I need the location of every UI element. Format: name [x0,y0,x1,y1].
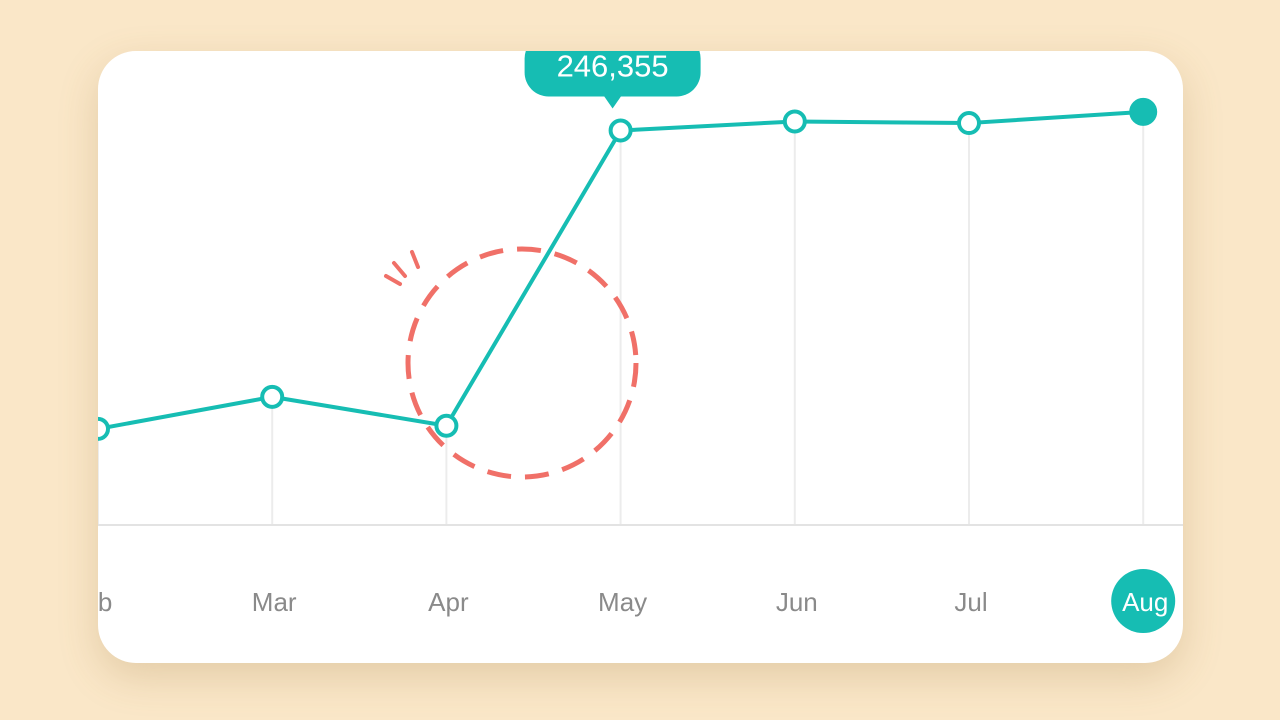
chart-card: Feb Mar Apr May Jun Jul Aug 246,355 [98,51,1183,663]
data-point-mar[interactable] [260,384,285,409]
data-point-aug[interactable] [1129,97,1158,126]
gridlines [98,111,1145,525]
dashed-highlight-circle [405,246,639,480]
data-point-feb[interactable] [98,416,110,441]
x-label-aug[interactable]: Aug [1122,587,1168,617]
x-label-jun[interactable]: Jun [776,587,818,617]
data-point-jun[interactable] [782,109,807,134]
emphasis-mark [384,274,402,286]
x-label-feb[interactable]: Feb [98,587,112,617]
data-point-apr[interactable] [434,413,459,438]
x-label-apr[interactable]: Apr [428,587,469,617]
tooltip-pointer [603,95,622,109]
line-chart: Feb Mar Apr May Jun Jul Aug 246,355 [98,51,1183,633]
data-point-jul[interactable] [957,111,981,136]
x-label-mar[interactable]: Mar [252,587,297,617]
selected-month-highlight[interactable] [1111,569,1176,633]
emphasis-mark [392,261,407,278]
emphasis-mark [410,250,420,269]
value-tooltip: 246,355 [524,51,701,109]
data-points [98,97,1158,441]
x-label-may[interactable]: May [598,587,647,617]
data-point-may[interactable] [608,118,633,143]
tooltip-value: 246,355 [557,51,669,83]
x-axis-labels: Feb Mar Apr May Jun Jul Aug [98,569,1176,633]
tooltip-background [524,51,701,97]
x-label-jul[interactable]: Jul [954,587,987,617]
highlight-annotation [384,246,639,480]
